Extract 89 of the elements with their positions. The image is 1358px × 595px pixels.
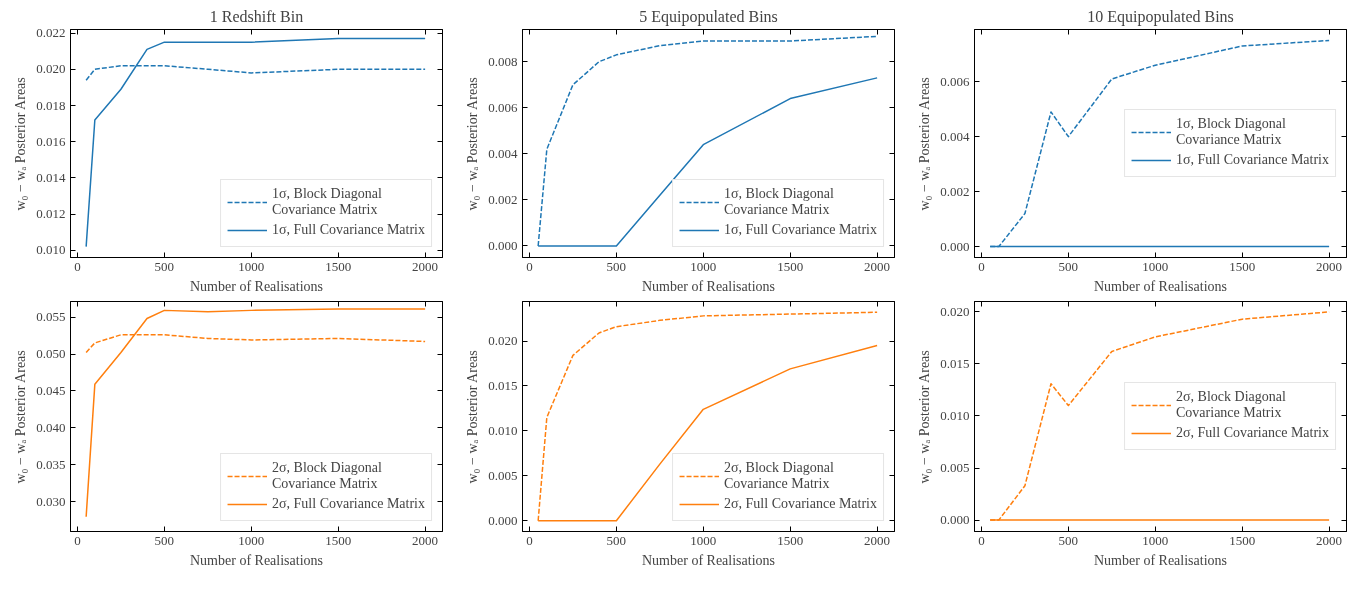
x-tick-label: 2000 xyxy=(864,258,891,274)
y-tick-label: 0.015 xyxy=(488,377,518,393)
y-tick-label: 0.012 xyxy=(36,206,66,222)
y-tick-label: 0.010 xyxy=(940,407,970,423)
x-tick-label: 1500 xyxy=(1229,532,1256,548)
y-tick-label: 0.002 xyxy=(488,191,518,207)
x-tick-label: 1500 xyxy=(325,532,352,548)
y-tick-label: 0.000 xyxy=(488,237,518,253)
legend-label: 2σ, Block Diagonal Covariance Matrix xyxy=(272,460,382,492)
y-tick-label: 0.035 xyxy=(36,456,66,472)
x-axis-title: Number of Realisations xyxy=(190,552,323,568)
x-tick-label: 500 xyxy=(606,532,627,548)
y-tick-label: 0.006 xyxy=(488,99,518,115)
y-tick-label: 0.002 xyxy=(940,183,970,199)
y-tick-label: 0.005 xyxy=(940,460,970,476)
y-tick-label: 0.018 xyxy=(36,97,66,113)
y-tick-label: 0.006 xyxy=(940,73,970,89)
y-tick-label: 0.010 xyxy=(488,422,518,438)
y-tick-label: 0.005 xyxy=(488,467,518,483)
y-axis-title: w₀ − wₐ Posterior Areas xyxy=(917,77,933,211)
x-tick-label: 500 xyxy=(1058,532,1079,548)
chart-title: 1 Redshift Bin xyxy=(209,7,304,25)
x-tick-label: 0 xyxy=(74,532,81,548)
chart-title: 5 Equipopulated Bins xyxy=(639,7,778,26)
legend-label: 2σ, Block Diagonal Covariance Matrix xyxy=(724,460,834,492)
y-tick-label: 0.000 xyxy=(940,238,970,254)
y-tick-label: 0.055 xyxy=(36,309,66,325)
x-tick-label: 1500 xyxy=(325,258,352,274)
x-tick-label: 1000 xyxy=(690,532,717,548)
y-axis-title: w₀ − wₐ Posterior Areas xyxy=(465,350,481,484)
y-tick-label: 0.030 xyxy=(36,493,66,509)
x-tick-label: 0 xyxy=(74,258,81,274)
x-axis-title: Number of Realisations xyxy=(1094,278,1227,294)
legend-label: 1σ, Full Covariance Matrix xyxy=(272,222,425,238)
y-tick-label: 0.004 xyxy=(488,145,518,161)
x-axis-title: Number of Realisations xyxy=(642,278,775,294)
y-tick-label: 0.000 xyxy=(488,512,518,528)
x-tick-label: 1000 xyxy=(1142,258,1169,274)
y-tick-label: 0.045 xyxy=(36,382,66,398)
y-axis-title: w₀ − wₐ Posterior Areas xyxy=(917,350,933,484)
x-axis-title: Number of Realisations xyxy=(642,552,775,568)
y-tick-label: 0.010 xyxy=(36,242,66,258)
x-tick-label: 500 xyxy=(606,258,627,274)
y-tick-label: 0.016 xyxy=(36,133,66,149)
y-tick-label: 0.020 xyxy=(940,303,970,319)
x-tick-label: 500 xyxy=(154,532,175,548)
x-axis-title: Number of Realisations xyxy=(190,278,323,294)
x-tick-label: 2000 xyxy=(1316,532,1343,548)
x-tick-label: 2000 xyxy=(412,258,439,274)
legend-label: 1σ, Block Diagonal Covariance Matrix xyxy=(1176,116,1286,148)
x-tick-label: 1000 xyxy=(690,258,717,274)
x-axis-title: Number of Realisations xyxy=(1094,552,1227,568)
x-tick-label: 1000 xyxy=(1142,532,1169,548)
x-tick-label: 0 xyxy=(978,532,985,548)
y-tick-label: 0.015 xyxy=(940,355,970,371)
y-tick-label: 0.008 xyxy=(488,53,518,69)
y-tick-label: 0.020 xyxy=(488,333,518,349)
legend-label: 2σ, Full Covariance Matrix xyxy=(1176,425,1329,441)
y-tick-label: 0.022 xyxy=(36,25,66,41)
x-tick-label: 1500 xyxy=(1229,258,1256,274)
x-tick-label: 1000 xyxy=(238,258,265,274)
legend-label: 1σ, Block Diagonal Covariance Matrix xyxy=(272,186,382,218)
y-tick-label: 0.050 xyxy=(36,346,66,362)
y-tick-label: 0.040 xyxy=(36,419,66,435)
legend-label: 1σ, Full Covariance Matrix xyxy=(1176,152,1329,168)
legend-label: 1σ, Block Diagonal Covariance Matrix xyxy=(724,186,834,218)
x-tick-label: 500 xyxy=(154,258,175,274)
legend-label: 2σ, Full Covariance Matrix xyxy=(272,496,425,512)
y-tick-label: 0.014 xyxy=(36,169,66,185)
x-tick-label: 1000 xyxy=(238,532,265,548)
legend-label: 2σ, Block Diagonal Covariance Matrix xyxy=(1176,389,1286,421)
y-axis-title: w₀ − wₐ Posterior Areas xyxy=(465,77,481,211)
x-tick-label: 0 xyxy=(526,532,533,548)
y-axis-title: w₀ − wₐ Posterior Areas xyxy=(13,350,29,484)
chart-title: 10 Equipopulated Bins xyxy=(1087,7,1234,26)
x-tick-label: 1500 xyxy=(777,258,804,274)
x-tick-label: 2000 xyxy=(412,532,439,548)
y-axis-title: w₀ − wₐ Posterior Areas xyxy=(13,77,29,211)
x-tick-label: 2000 xyxy=(864,532,891,548)
legend-label: 1σ, Full Covariance Matrix xyxy=(724,222,877,238)
x-tick-label: 0 xyxy=(526,258,533,274)
x-tick-label: 2000 xyxy=(1316,258,1343,274)
x-tick-label: 0 xyxy=(978,258,985,274)
y-tick-label: 0.000 xyxy=(940,512,970,528)
y-tick-label: 0.004 xyxy=(940,128,970,144)
x-tick-label: 1500 xyxy=(777,532,804,548)
x-tick-label: 500 xyxy=(1058,258,1079,274)
legend-label: 2σ, Full Covariance Matrix xyxy=(724,496,877,512)
y-tick-label: 0.020 xyxy=(36,61,66,77)
